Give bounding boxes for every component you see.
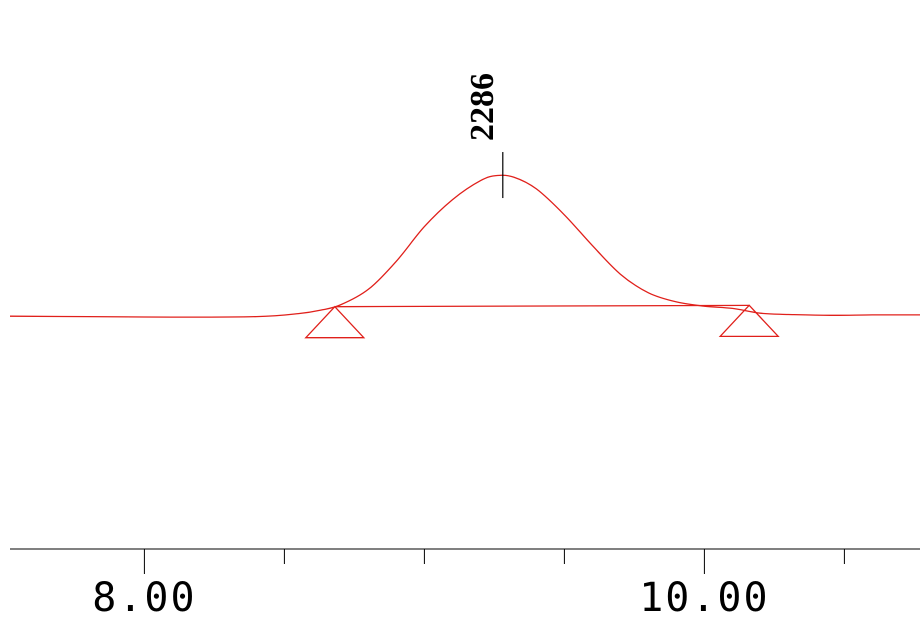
- peak-end-marker: [718, 304, 780, 338]
- peak-start-marker: [304, 305, 366, 339]
- x-axis: 8.00 10.00: [10, 548, 920, 619]
- plot-layer: 2286: [9, 73, 921, 339]
- peak-label: 2286: [464, 73, 501, 141]
- signal-trace-0: [9, 174, 921, 318]
- integration-baseline: [334, 304, 750, 308]
- x-tick-label: 8.00: [92, 575, 196, 619]
- x-tick-label: 10.00: [639, 575, 769, 619]
